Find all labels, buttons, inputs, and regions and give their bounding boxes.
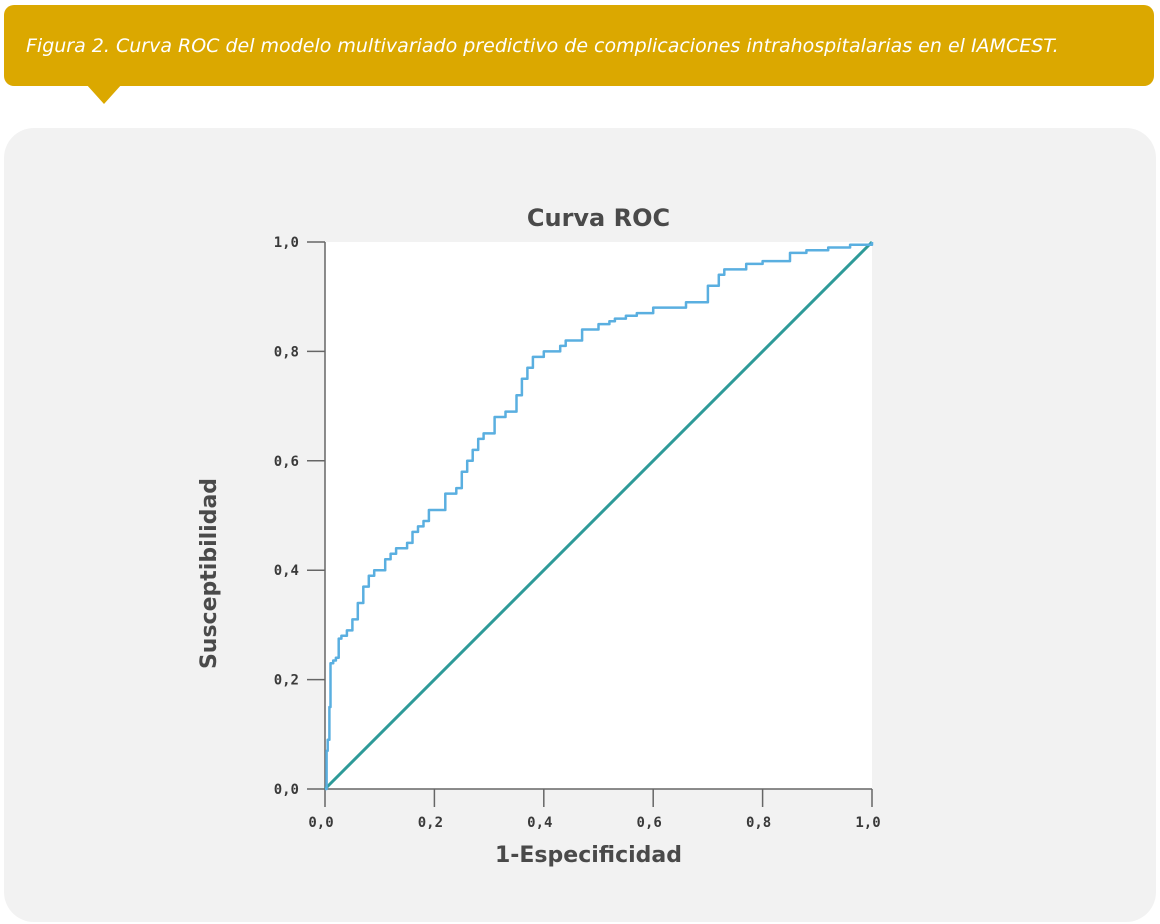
figure-caption: Figura 2. Curva ROC del modelo multivari… — [26, 35, 1059, 57]
x-tick-label: 0,4 — [527, 815, 552, 831]
x-tick-label: 0,6 — [637, 815, 662, 831]
y-axis-title: Susceptibilidad — [197, 478, 222, 669]
x-axis-title: 1-Especificidad — [495, 843, 682, 868]
caption-pointer — [86, 84, 122, 104]
caption-banner: Figura 2. Curva ROC del modelo multivari… — [4, 5, 1154, 86]
y-tick-label: 0,0 — [274, 782, 299, 798]
y-tick-label: 0,8 — [274, 344, 299, 360]
y-tick-label: 0,6 — [274, 454, 299, 470]
y-tick-label: 0,4 — [274, 563, 299, 579]
x-tick-label: 0,2 — [418, 815, 443, 831]
x-tick-label: 0,0 — [308, 815, 333, 831]
x-tick-label: 1,0 — [855, 815, 880, 831]
chart-title: Curva ROC — [527, 204, 670, 232]
y-tick-label: 0,2 — [274, 673, 299, 689]
roc-curve — [325, 242, 874, 791]
x-tick-label: 0,8 — [746, 815, 771, 831]
y-tick-label: 1,0 — [274, 235, 299, 251]
reference-line — [323, 240, 874, 791]
